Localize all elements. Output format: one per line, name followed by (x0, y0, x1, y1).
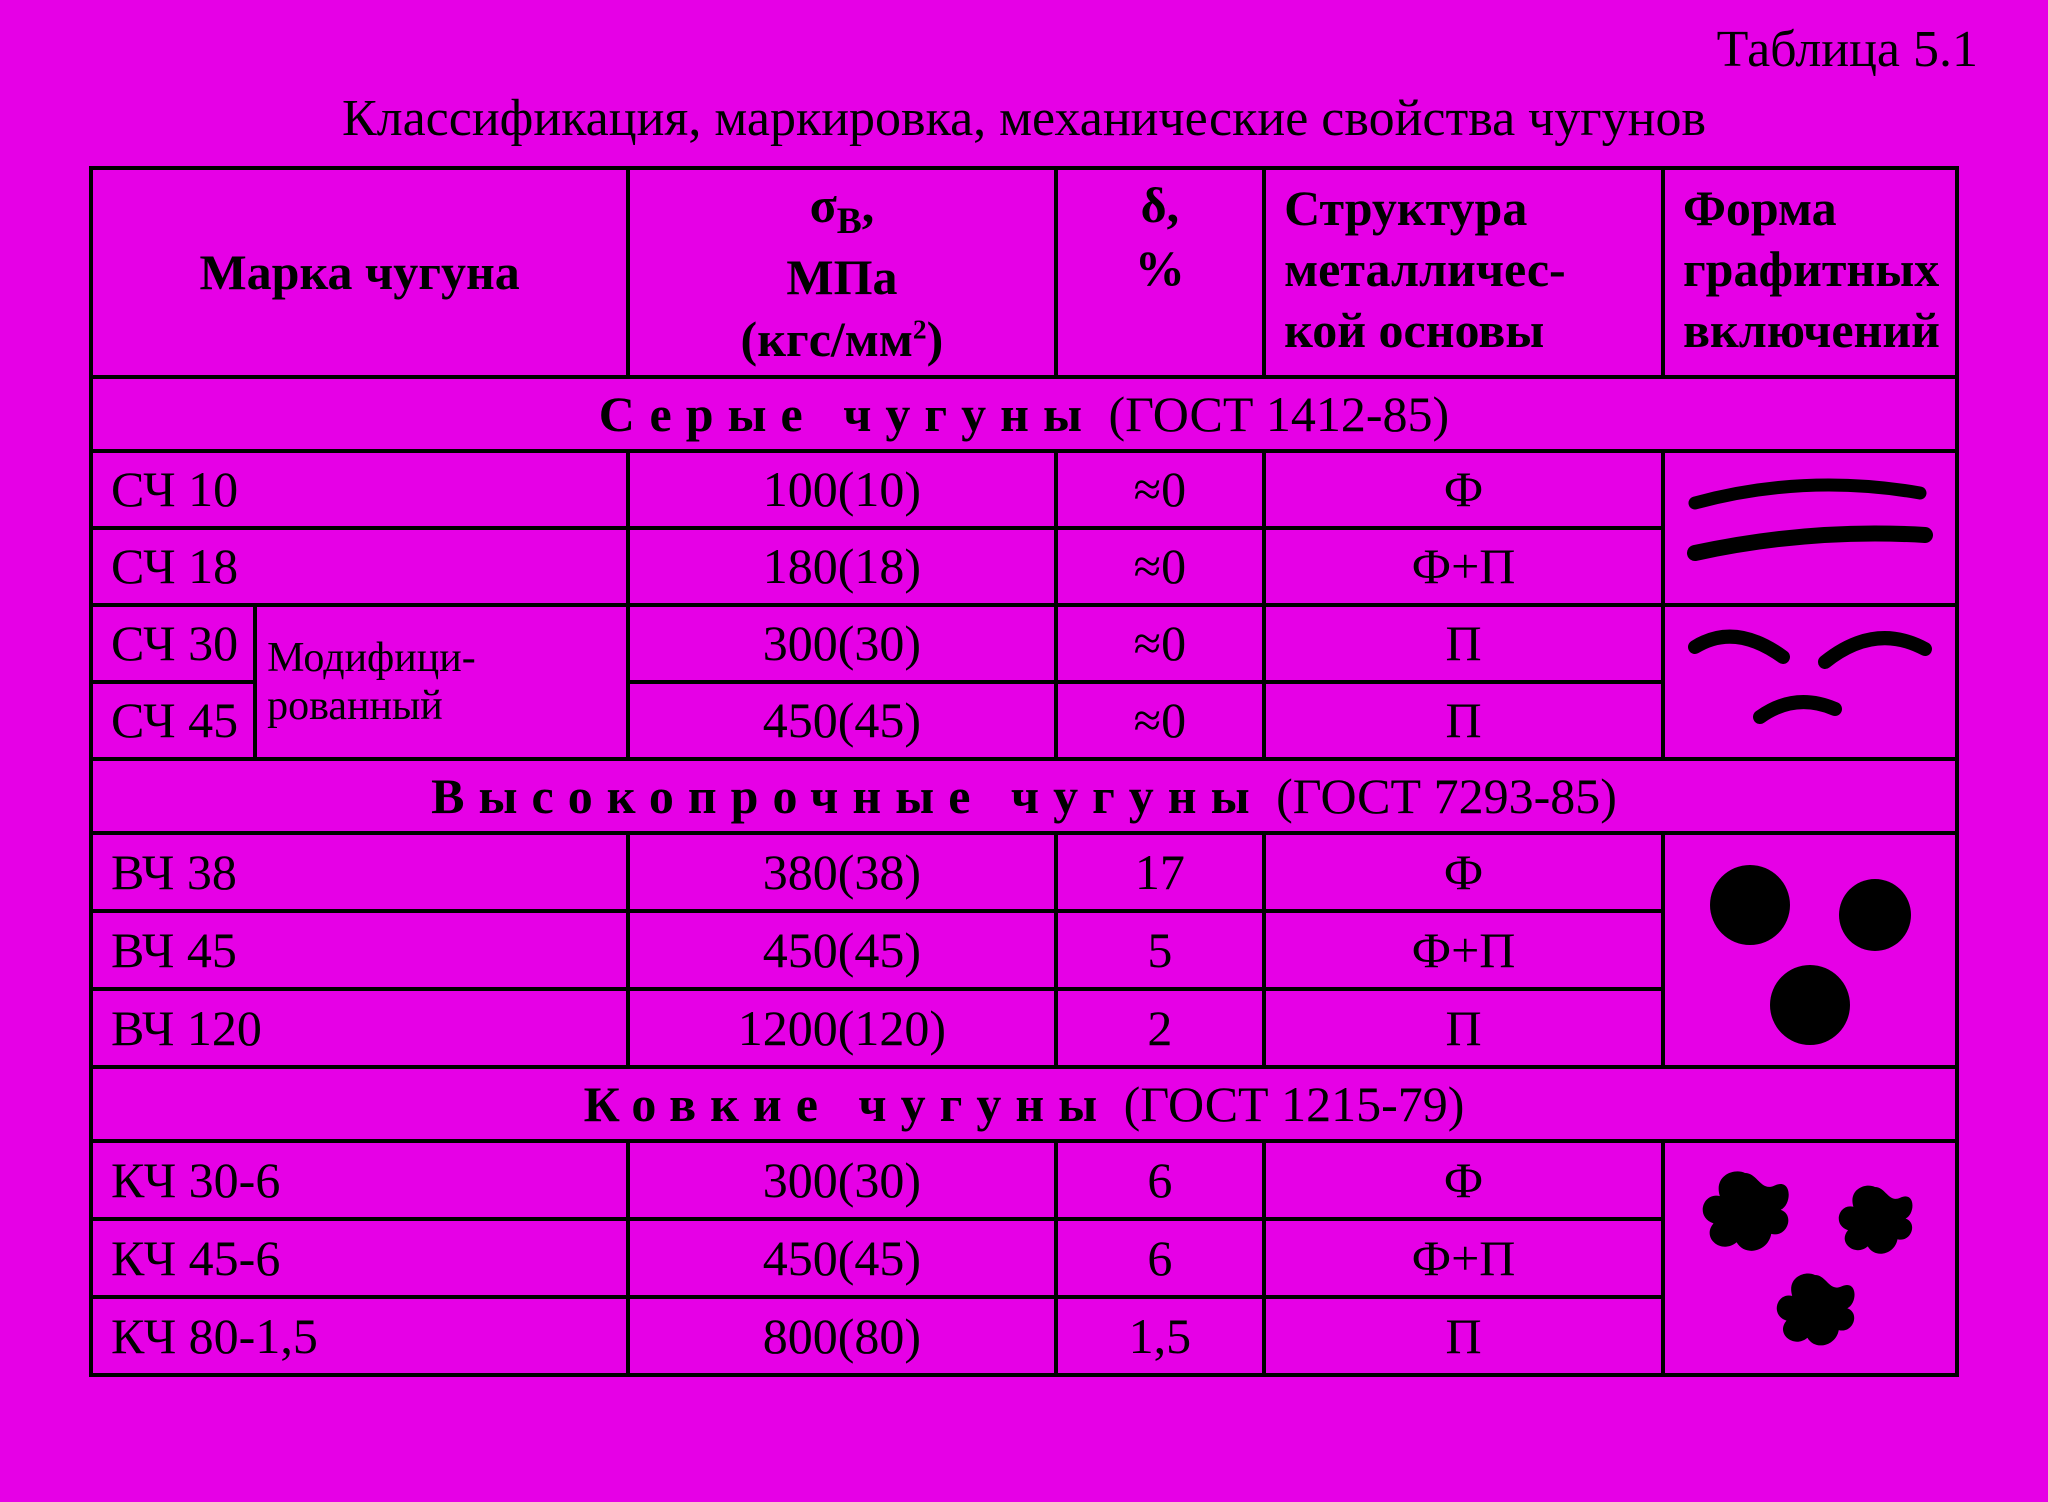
shape-l3: включений (1683, 302, 1940, 358)
delta: 6 (1056, 1219, 1264, 1297)
grade: ВЧ 45 (91, 911, 628, 989)
sigma: 300(30) (628, 1141, 1055, 1219)
temper-icon (1665, 1143, 1955, 1373)
sigma: 300(30) (628, 605, 1055, 682)
struct: Ф (1264, 833, 1663, 911)
section-mall-name: Ковкие чугуны (584, 1076, 1112, 1132)
delta: 2 (1056, 989, 1264, 1067)
struct: П (1264, 1297, 1663, 1375)
grade: СЧ 45 (91, 682, 255, 759)
col-delta: δ, % (1056, 168, 1264, 377)
row-sc10: СЧ 10 100(10) ≈0 Ф (91, 451, 1957, 528)
delta: ≈0 (1056, 528, 1264, 605)
struct: П (1264, 682, 1663, 759)
grade: ВЧ 120 (91, 989, 628, 1067)
header-row: Марка чугуна σВ, МПа (кгс/мм2) δ, % Стру… (91, 168, 1957, 377)
sigma: 800(80) (628, 1297, 1055, 1375)
grade: СЧ 10 (91, 451, 628, 528)
sigma-unit2-sup: 2 (913, 314, 927, 345)
delta: ≈0 (1056, 605, 1264, 682)
flake-icon (1665, 453, 1955, 603)
delta-symbol: δ, (1141, 177, 1179, 233)
table-number: Таблица 5.1 (30, 20, 2018, 79)
col-sigma: σВ, МПа (кгс/мм2) (628, 168, 1055, 377)
delta: ≈0 (1056, 451, 1264, 528)
grade: КЧ 45-6 (91, 1219, 628, 1297)
grade: КЧ 30-6 (91, 1141, 628, 1219)
section-mall-gost: (ГОСТ 1215-79) (1124, 1076, 1465, 1132)
struct: Ф+П (1264, 911, 1663, 989)
struct: П (1264, 605, 1663, 682)
struct: Ф+П (1264, 528, 1663, 605)
delta: 17 (1056, 833, 1264, 911)
shape-grey-flake (1663, 451, 1957, 605)
shape-grey-short (1663, 605, 1957, 759)
shape-l2: графитных (1683, 241, 1939, 297)
nodular-icon (1665, 835, 1955, 1065)
sigma-symbol: σ (810, 177, 837, 233)
struct: Ф (1264, 451, 1663, 528)
mod-l2: рованный (267, 683, 443, 729)
sigma: 450(45) (628, 1219, 1055, 1297)
row-kc306: КЧ 30-6 300(30) 6 Ф (91, 1141, 1957, 1219)
delta-unit: % (1135, 240, 1185, 296)
col-structure: Структура металличес- кой основы (1264, 168, 1663, 377)
structure-l3: кой основы (1284, 302, 1544, 358)
grade: ВЧ 38 (91, 833, 628, 911)
sigma: 450(45) (628, 682, 1055, 759)
section-malleable: Ковкие чугуны (ГОСТ 1215-79) (91, 1067, 1957, 1141)
delta: 6 (1056, 1141, 1264, 1219)
sigma: 450(45) (628, 911, 1055, 989)
sigma: 380(38) (628, 833, 1055, 911)
row-vc38: ВЧ 38 380(38) 17 Ф (91, 833, 1957, 911)
row-sc30: СЧ 30 Модифици- рованный 300(30) ≈0 П (91, 605, 1957, 682)
shape-l1: Форма (1683, 180, 1837, 236)
sigma-unit2-post: ) (927, 311, 944, 367)
mod-l1: Модифици- (267, 635, 476, 681)
struct: П (1264, 989, 1663, 1067)
grade: КЧ 80-1,5 (91, 1297, 628, 1375)
sigma: 180(18) (628, 528, 1055, 605)
short-flake-icon (1665, 607, 1955, 757)
section-grey-gost: (ГОСТ 1412-85) (1108, 386, 1449, 442)
struct: Ф (1264, 1141, 1663, 1219)
sigma: 100(10) (628, 451, 1055, 528)
section-high-name: Высокопрочные чугуны (431, 768, 1264, 824)
modified-label: Модифици- рованный (255, 605, 628, 759)
sigma-unit1: МПа (786, 249, 897, 305)
section-high-gost: (ГОСТ 7293-85) (1276, 768, 1617, 824)
section-grey-name: Серые чугуны (599, 386, 1096, 442)
sigma: 1200(120) (628, 989, 1055, 1067)
sigma-sub: В (837, 201, 862, 242)
cast-iron-table: Марка чугуна σВ, МПа (кгс/мм2) δ, % Стру… (89, 166, 1959, 1377)
col-grade: Марка чугуна (91, 168, 628, 377)
delta: ≈0 (1056, 682, 1264, 759)
delta: 1,5 (1056, 1297, 1264, 1375)
shape-nodular (1663, 833, 1957, 1067)
table-title: Классификация, маркировка, механические … (30, 89, 2018, 148)
grade: СЧ 18 (91, 528, 628, 605)
struct: Ф+П (1264, 1219, 1663, 1297)
section-grey: Серые чугуны (ГОСТ 1412-85) (91, 377, 1957, 451)
section-high: Высокопрочные чугуны (ГОСТ 7293-85) (91, 759, 1957, 833)
col-shape: Форма графитных включений (1663, 168, 1957, 377)
sigma-unit2-pre: (кгс/мм (741, 311, 913, 367)
shape-temper (1663, 1141, 1957, 1375)
delta: 5 (1056, 911, 1264, 989)
structure-l1: Структура (1284, 180, 1527, 236)
structure-l2: металличес- (1284, 241, 1566, 297)
grade: СЧ 30 (91, 605, 255, 682)
